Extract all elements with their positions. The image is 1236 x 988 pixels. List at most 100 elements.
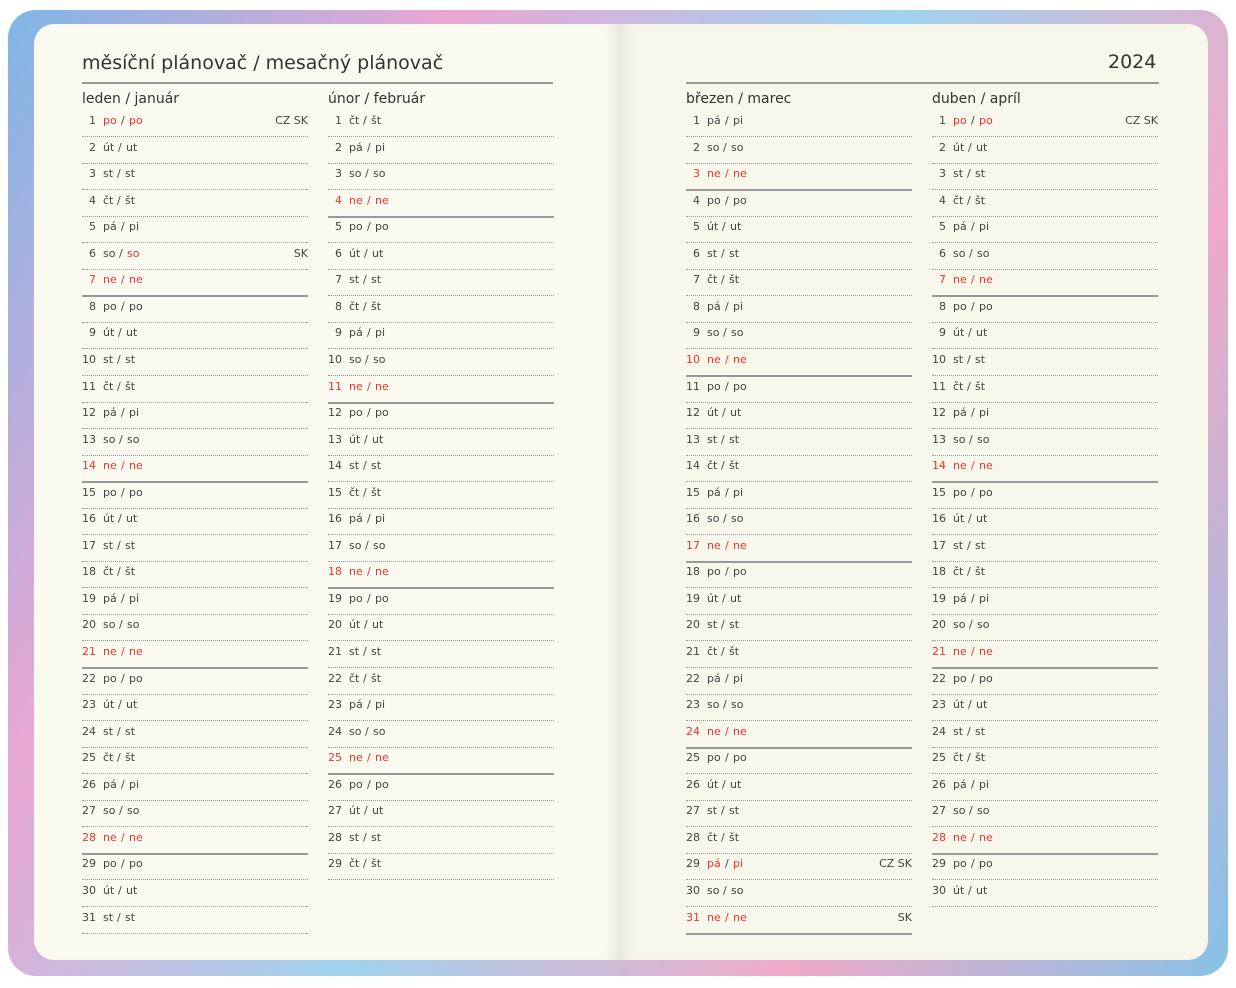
day-row: 24 ne / ne — [686, 721, 912, 749]
day-sk: ne — [733, 352, 747, 366]
separator: / — [971, 220, 975, 234]
day-number: 21 — [686, 645, 700, 658]
day-sk: ut — [976, 140, 988, 154]
day-number: 18 — [932, 565, 946, 579]
day-row: 18 čt / št — [82, 561, 308, 589]
separator: / — [365, 167, 369, 181]
day-sk: ne — [129, 645, 143, 658]
separator: / — [117, 193, 121, 207]
day-cz: po — [103, 299, 117, 313]
day-number: 24 — [328, 724, 342, 738]
left-page — [34, 24, 620, 960]
separator: / — [725, 379, 729, 393]
day-number: 28 — [932, 830, 946, 844]
day-number: 14 — [82, 459, 96, 473]
separator: / — [367, 220, 371, 234]
day-cz: čt — [953, 379, 964, 393]
separator: / — [117, 379, 121, 393]
day-number: 22 — [932, 671, 946, 685]
day-sk: po — [733, 565, 747, 579]
day-sk: ne — [733, 167, 747, 181]
day-sk: ut — [976, 326, 988, 340]
day-row: 11 čt / št — [932, 376, 1158, 403]
day-cz: čt — [349, 857, 360, 871]
day-cz: so — [349, 167, 362, 181]
day-number: 6 — [89, 246, 96, 260]
day-row: 3 so / so — [328, 163, 554, 191]
day-row: 5 po / po — [328, 216, 554, 244]
separator: / — [367, 777, 371, 791]
separator: / — [725, 114, 729, 127]
day-number: 29 — [932, 857, 946, 871]
day-cz: st — [953, 724, 964, 738]
day-sk: st — [729, 246, 740, 260]
planner-cover — [8, 10, 1228, 976]
day-number: 21 — [932, 645, 946, 658]
day-cz: út — [953, 512, 965, 526]
day-cz: út — [953, 140, 965, 154]
day-cz: ne — [349, 193, 363, 207]
day-sk: po — [979, 671, 993, 685]
day-cz: ne — [103, 645, 117, 658]
day-cz: út — [103, 698, 115, 712]
day-row: 16 út / ut — [82, 508, 308, 536]
day-sk: so — [731, 698, 744, 712]
day-cz: čt — [707, 273, 718, 287]
day-sk: st — [371, 459, 382, 473]
day-number: 15 — [82, 485, 96, 499]
day-sk: pi — [375, 140, 386, 154]
day-sk: pi — [733, 299, 744, 313]
separator: / — [367, 406, 371, 420]
day-cz: so — [103, 432, 116, 446]
day-number: 28 — [686, 830, 700, 844]
separator: / — [364, 618, 368, 632]
day-number: 2 — [335, 140, 342, 154]
day-sk: pi — [129, 220, 140, 234]
separator: / — [967, 565, 971, 579]
separator: / — [721, 459, 725, 473]
day-number: 2 — [89, 140, 96, 154]
day-sk: ne — [733, 724, 747, 738]
day-number: 1 — [89, 114, 96, 127]
day-cz: po — [349, 591, 363, 605]
separator: / — [725, 724, 729, 738]
day-sk: št — [729, 459, 740, 473]
day-cz: so — [953, 246, 966, 260]
day-number: 26 — [932, 777, 946, 791]
day-number: 11 — [82, 379, 96, 393]
separator: / — [725, 910, 729, 924]
day-cz: po — [103, 485, 117, 499]
day-row: 15 po / po — [932, 482, 1158, 509]
day-row: 14 ne / ne — [932, 455, 1158, 484]
day-sk: št — [975, 379, 986, 393]
separator: / — [121, 459, 125, 473]
day-sk: ut — [126, 140, 138, 154]
day-number: 18 — [686, 565, 700, 579]
day-row: 19 pá / pi — [82, 588, 308, 615]
day-sk: ne — [129, 459, 143, 473]
day-row: 23 pá / pi — [328, 694, 554, 722]
day-row: 20 so / so — [932, 614, 1158, 642]
day-number: 15 — [932, 485, 946, 499]
day-row: 25 čt / št — [932, 747, 1158, 775]
day-row: 11 po / po — [686, 376, 912, 403]
day-number: 16 — [932, 512, 946, 526]
day-sk: ne — [375, 379, 389, 393]
day-row: 6 so / so — [932, 243, 1158, 270]
day-number: 11 — [328, 379, 342, 393]
day-cz: čt — [953, 565, 964, 579]
day-row: 30 út / ut — [932, 880, 1158, 907]
day-number: 10 — [328, 352, 342, 366]
separator: / — [968, 698, 972, 712]
day-sk: pi — [733, 114, 744, 127]
separator: / — [367, 140, 371, 154]
day-number: 16 — [82, 512, 96, 526]
day-sk: so — [127, 246, 140, 260]
day-cz: st — [349, 645, 360, 658]
day-cz: pá — [707, 485, 721, 499]
day-row: 26 út / ut — [686, 774, 912, 801]
month-label: leden / január — [82, 91, 180, 107]
